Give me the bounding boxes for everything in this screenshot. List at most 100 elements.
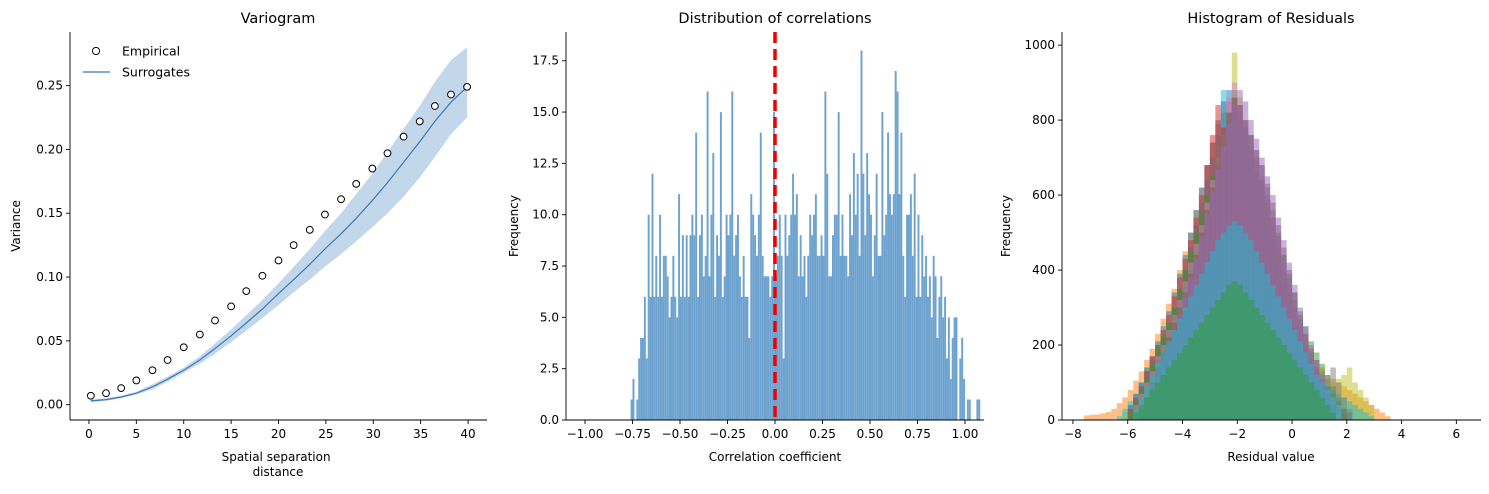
residual-bar bbox=[1330, 412, 1336, 420]
residual-bar bbox=[1385, 416, 1391, 420]
residuals-title: Histogram of Residuals bbox=[1187, 11, 1354, 27]
correlation-bar bbox=[647, 214, 650, 420]
correlation-bar bbox=[685, 235, 688, 420]
correlation-bar bbox=[871, 276, 874, 420]
correlation-bar bbox=[801, 276, 804, 420]
empirical-point bbox=[211, 316, 219, 325]
correlations-ytick-label: 5.0 bbox=[540, 310, 559, 324]
residual-bar bbox=[1297, 367, 1304, 420]
correlation-bar bbox=[742, 255, 745, 420]
correlation-bar bbox=[951, 337, 954, 420]
residual-bar bbox=[1281, 345, 1287, 420]
correlation-bar bbox=[900, 132, 903, 420]
correlation-bar bbox=[963, 378, 966, 420]
correlation-bar bbox=[953, 317, 956, 420]
correlation-bar bbox=[820, 235, 823, 420]
correlation-bar bbox=[940, 276, 943, 420]
correlations-ytick-label: 2.5 bbox=[540, 362, 559, 376]
correlation-bar bbox=[911, 255, 914, 420]
correlation-bar bbox=[733, 255, 736, 420]
correlation-bar bbox=[691, 214, 694, 420]
surrogates-band-area bbox=[90, 47, 468, 403]
empirical-point bbox=[337, 195, 345, 204]
residual-bar bbox=[1352, 405, 1358, 420]
correlation-bar bbox=[725, 214, 728, 420]
correlation-bar bbox=[866, 153, 869, 420]
correlation-bar bbox=[818, 255, 821, 420]
residual-bar bbox=[1089, 414, 1095, 420]
correlation-bar bbox=[723, 276, 726, 420]
correlations-xtick-label: −0.50 bbox=[662, 427, 699, 441]
variogram-xlabel: Spatial separation distance bbox=[222, 450, 335, 479]
empirical-point bbox=[415, 117, 424, 126]
correlation-bar bbox=[716, 235, 719, 420]
correlation-bar bbox=[873, 235, 876, 420]
correlation-bar bbox=[693, 235, 696, 420]
correlation-bar bbox=[892, 194, 895, 420]
correlation-bar bbox=[738, 276, 741, 420]
empirical-point bbox=[148, 366, 157, 375]
residual-bar bbox=[1374, 408, 1380, 420]
correlation-bar bbox=[961, 337, 964, 420]
correlations-ytick-label: 12.5 bbox=[532, 156, 559, 170]
empirical-point bbox=[163, 356, 172, 364]
residuals-xtick-label: 6 bbox=[1453, 427, 1461, 441]
residual-histograms bbox=[1083, 52, 1391, 421]
empirical-point bbox=[399, 132, 408, 141]
correlation-bar bbox=[702, 276, 705, 420]
correlation-bar bbox=[780, 255, 783, 420]
residual-bar bbox=[1149, 390, 1156, 420]
correlation-bar bbox=[699, 235, 701, 420]
correlation-bar bbox=[813, 214, 815, 420]
correlation-bar bbox=[708, 276, 711, 420]
correlation-bar bbox=[824, 91, 827, 420]
variogram-x-ticks: 0 5 10 15 20 25 30 35 40 bbox=[85, 420, 476, 441]
correlation-bar bbox=[890, 214, 893, 420]
correlation-bar bbox=[689, 235, 692, 420]
residual-bar bbox=[1264, 322, 1271, 420]
correlation-bar bbox=[765, 276, 768, 420]
correlation-bar bbox=[913, 173, 916, 420]
correlation-bar bbox=[750, 194, 753, 420]
correlation-bar bbox=[756, 255, 758, 420]
correlation-bar bbox=[712, 153, 715, 420]
correlation-bar bbox=[638, 358, 641, 420]
empirical-point bbox=[383, 149, 392, 158]
residuals-panel: Histogram of Residuals −8 −6 −4 −2 0 2 4 6 0 200… bbox=[999, 11, 1481, 464]
correlation-bar bbox=[666, 276, 669, 420]
residual-bar bbox=[1292, 360, 1298, 420]
residuals-xtick-label: −8 bbox=[1064, 427, 1082, 441]
residuals-ytick-label: 200 bbox=[1032, 338, 1055, 352]
empirical-point bbox=[430, 102, 439, 110]
correlation-bar bbox=[883, 235, 886, 420]
correlations-xtick-label: 0.00 bbox=[762, 427, 789, 441]
correlation-bar bbox=[822, 255, 825, 420]
correlation-bar bbox=[881, 112, 884, 420]
correlations-x-ticks: −1.00 −0.75 −0.50 −0.25 0.00 0.25 0.50 0.75 1.00 bbox=[567, 420, 978, 441]
variogram-panel: Variogram 0 5 10 15 20 25 30 35 40 0.000.050.100… bbox=[9, 11, 487, 479]
residual-bar bbox=[1357, 390, 1364, 420]
correlation-bar bbox=[816, 255, 819, 420]
residuals-xtick-label: 4 bbox=[1398, 427, 1406, 441]
residual-bar bbox=[1275, 337, 1282, 420]
residual-bar bbox=[1363, 412, 1369, 420]
correlation-bar bbox=[746, 296, 749, 420]
correlation-bar bbox=[852, 153, 855, 420]
correlation-bar bbox=[976, 399, 979, 420]
residuals-xtick-label: 0 bbox=[1288, 427, 1296, 441]
correlation-bar bbox=[955, 317, 958, 420]
correlations-panel: Distribution of correlations −1.00 −0.75−… bbox=[507, 11, 984, 464]
variogram-xtick-label: 0 bbox=[85, 427, 93, 441]
correlation-bar bbox=[748, 337, 751, 420]
empirical-point bbox=[352, 179, 361, 188]
correlation-bar bbox=[642, 337, 644, 420]
empirical-point bbox=[195, 330, 204, 339]
residual-bar bbox=[1259, 315, 1265, 420]
correlation-bar bbox=[862, 173, 865, 420]
residual-bar bbox=[1133, 412, 1139, 420]
residual-bar bbox=[1094, 414, 1101, 420]
correlation-bar bbox=[782, 358, 785, 420]
correlation-bar bbox=[674, 296, 677, 420]
empirical-point bbox=[242, 287, 251, 295]
